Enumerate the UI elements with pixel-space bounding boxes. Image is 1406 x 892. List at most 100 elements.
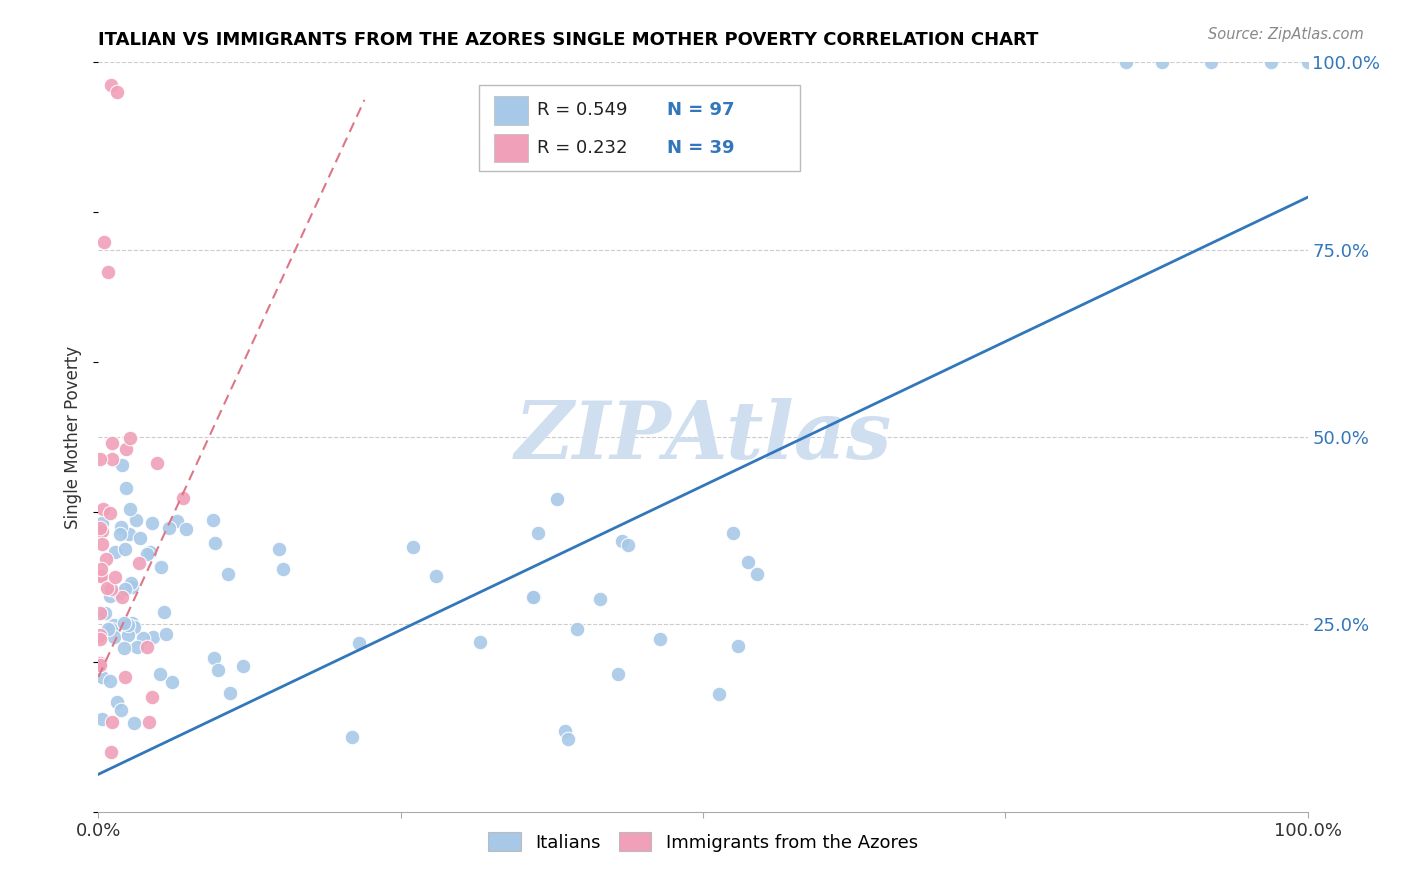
Point: [100, 745, 122, 759]
Point: [340, 730, 363, 744]
Point: [567, 623, 589, 637]
Point: [135, 640, 157, 655]
Point: [201, 513, 224, 527]
Point: [105, 86, 128, 100]
Point: [128, 556, 150, 570]
Point: [141, 516, 163, 531]
Text: R = 0.549: R = 0.549: [537, 102, 628, 120]
Point: [89, 521, 111, 535]
Point: [523, 591, 546, 605]
Point: [219, 686, 242, 700]
Point: [1296, 55, 1319, 70]
Point: [97, 622, 120, 636]
Point: [1115, 55, 1137, 70]
Point: [157, 521, 180, 535]
Point: [176, 522, 198, 536]
Point: [616, 538, 638, 552]
Point: [89, 657, 111, 672]
Text: N = 97: N = 97: [666, 102, 734, 120]
Text: N = 39: N = 39: [666, 139, 734, 157]
Point: [112, 641, 135, 656]
Point: [114, 541, 136, 556]
Point: [347, 636, 370, 650]
Point: [98, 589, 121, 603]
Point: [98, 674, 121, 689]
Point: [470, 635, 492, 649]
Point: [121, 615, 143, 630]
Point: [100, 78, 122, 92]
Point: [105, 695, 128, 709]
Point: [204, 651, 226, 665]
Point: [100, 622, 122, 636]
Point: [89, 525, 111, 540]
Point: [111, 590, 134, 604]
Point: [554, 724, 576, 739]
Point: [104, 570, 127, 584]
Point: [96, 581, 118, 595]
Point: [139, 544, 162, 558]
Point: [90, 524, 112, 538]
Point: [146, 456, 169, 470]
Point: [118, 527, 141, 541]
Point: [118, 431, 141, 445]
Point: [100, 582, 122, 596]
Point: [101, 714, 124, 729]
Point: [120, 575, 142, 590]
FancyBboxPatch shape: [479, 85, 800, 171]
Point: [166, 514, 188, 528]
Point: [114, 582, 136, 597]
Text: Source: ZipAtlas.com: Source: ZipAtlas.com: [1208, 27, 1364, 42]
Point: [110, 527, 132, 541]
Point: [138, 714, 160, 729]
Point: [125, 513, 148, 527]
Point: [136, 547, 159, 561]
Point: [204, 536, 226, 550]
Point: [90, 516, 112, 530]
Point: [89, 606, 111, 620]
Point: [93, 235, 115, 250]
Point: [727, 639, 749, 653]
Point: [557, 732, 579, 747]
Point: [401, 541, 423, 555]
Point: [527, 525, 550, 540]
Point: [745, 567, 768, 582]
Point: [89, 452, 111, 467]
Point: [149, 560, 172, 574]
Point: [110, 520, 132, 534]
Point: [1260, 55, 1282, 70]
Point: [522, 590, 544, 604]
Point: [737, 555, 759, 569]
Point: [142, 630, 165, 644]
Point: [709, 688, 731, 702]
Point: [96, 552, 118, 566]
Point: [117, 621, 139, 635]
Point: [217, 567, 239, 582]
Point: [90, 562, 112, 576]
Point: [112, 615, 135, 630]
Point: [125, 640, 148, 654]
Point: [104, 545, 127, 559]
Point: [89, 658, 111, 673]
Point: [94, 607, 117, 621]
Point: [149, 667, 172, 681]
Point: [114, 442, 136, 456]
Point: [91, 712, 114, 726]
Point: [97, 265, 120, 279]
Point: [103, 618, 125, 632]
Point: [117, 617, 139, 632]
Point: [89, 657, 111, 671]
Point: [267, 542, 290, 557]
Text: R = 0.232: R = 0.232: [537, 139, 628, 157]
FancyBboxPatch shape: [494, 96, 527, 125]
Point: [128, 531, 150, 545]
Point: [110, 458, 132, 473]
Point: [91, 501, 114, 516]
Point: [172, 491, 194, 506]
Point: [89, 628, 111, 642]
Point: [160, 675, 183, 690]
Point: [546, 491, 568, 506]
Point: [91, 670, 114, 684]
Point: [612, 533, 634, 548]
Point: [90, 537, 112, 551]
Point: [1152, 55, 1174, 70]
